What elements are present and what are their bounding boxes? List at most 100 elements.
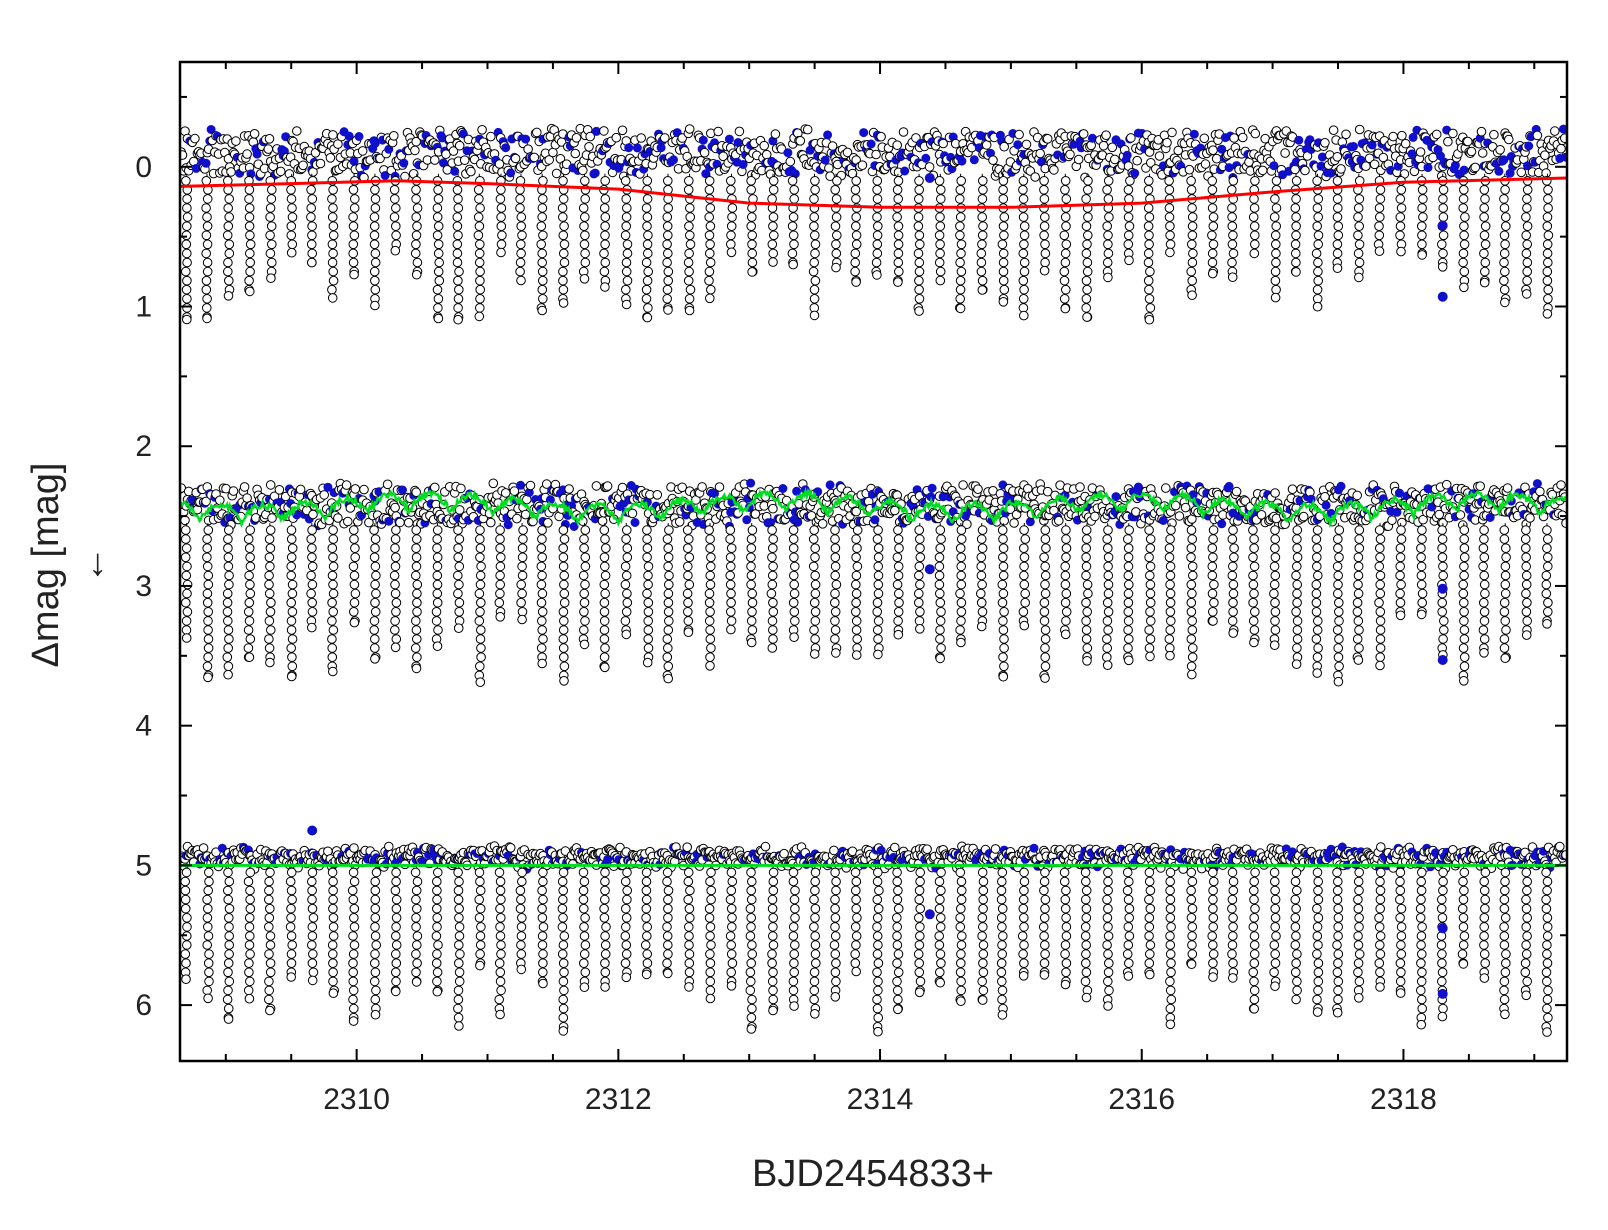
eclipse-point [1187,257,1198,268]
eclipse-point [1103,588,1114,599]
data-point [1397,130,1407,141]
eclipse-point [202,597,213,608]
eclipse-point [1270,552,1281,563]
eclipse-point [475,607,485,617]
eclipse-point [475,552,485,563]
eclipse-point [369,625,380,635]
eclipse-point [622,543,633,554]
eclipse-point [1313,643,1323,653]
eclipse-point [202,534,212,544]
eclipse-point [1459,239,1470,250]
eclipse-point [746,221,757,231]
eclipse-point [913,212,924,222]
eclipse-point [810,230,820,241]
eclipse-point [873,649,883,660]
eclipse-point [599,597,610,608]
data-point [520,509,531,520]
data-point [624,143,634,153]
eclipse-point [1500,616,1510,626]
data-point [770,129,781,139]
eclipse-point [894,597,904,608]
data-point [981,140,992,150]
eclipse-point [704,588,715,599]
eclipse-point [1459,625,1470,635]
eclipse-point [1313,257,1323,268]
eclipse-point [557,203,568,213]
eclipse-point [537,525,547,535]
eclipse-point [643,634,654,644]
eclipse-point [201,230,212,241]
eclipse-point [810,634,820,644]
eclipse-point [851,239,862,250]
eclipse-point [788,230,799,241]
data-point [1269,161,1279,171]
eclipse-point [306,570,316,581]
data-point [733,138,743,147]
eclipse-point [1311,597,1322,608]
data-point [1126,133,1136,143]
eclipse-point [998,616,1008,626]
eclipse-point [1459,221,1469,231]
eclipse-point [1354,257,1365,268]
eclipse-point [1165,534,1175,544]
eclipse-point [517,543,528,554]
eclipse-point [328,625,339,635]
eclipse-point [517,230,527,241]
eclipse-point [873,579,884,590]
eclipse-point [1543,534,1553,544]
eclipse-point [934,561,945,572]
eclipse-point [1187,561,1198,572]
data-point [1217,519,1227,529]
eclipse-point [1019,310,1029,321]
data-point [1211,153,1222,164]
eclipse-point [1479,525,1489,535]
eclipse-point [1082,239,1092,250]
eclipse-point [1270,616,1280,626]
eclipse-point [1480,239,1491,250]
data-point [871,149,881,160]
eclipse-point [1208,221,1219,231]
eclipse-point [1060,570,1071,581]
eclipse-point [1543,230,1554,241]
eclipse-point [1353,579,1363,590]
eclipse-point [599,525,610,535]
eclipse-point [369,239,380,250]
eclipse-point [327,239,338,250]
eclipse-point [914,176,924,186]
data-point [1090,511,1100,522]
eclipse-point [622,597,633,608]
eclipse-point [830,525,840,535]
eclipse-point [432,579,443,590]
eclipse-point [1353,655,1364,665]
eclipse-point [725,552,736,563]
eclipse-point [1103,272,1113,283]
data-point [242,149,252,159]
eclipse-point [244,275,254,286]
eclipse-point [704,266,715,277]
eclipse-point [1333,221,1344,231]
eclipse-point [664,525,674,535]
eclipse-point [286,616,297,626]
eclipse-point [496,239,507,250]
eclipse-point [1187,625,1198,635]
eclipse-point [1459,607,1469,617]
eclipse-point [1187,616,1197,626]
eclipse-point [1542,212,1553,222]
eclipse-point [1395,570,1405,581]
eclipse-point [579,639,590,650]
eclipse-point [642,212,653,222]
data-point [1013,140,1023,150]
eclipse-point [1082,312,1092,322]
eclipse-point [1395,543,1406,554]
eclipse-point [977,579,987,590]
eclipse-point [871,257,882,268]
eclipse-point [684,176,694,186]
data-point [817,519,828,529]
eclipse-point [202,543,212,554]
eclipse-point [600,534,610,544]
eclipse-point [893,525,903,535]
eclipse-point [1354,543,1365,554]
eclipse-point [307,257,317,268]
eclipse-point [1019,525,1029,535]
eclipse-point [223,221,234,231]
